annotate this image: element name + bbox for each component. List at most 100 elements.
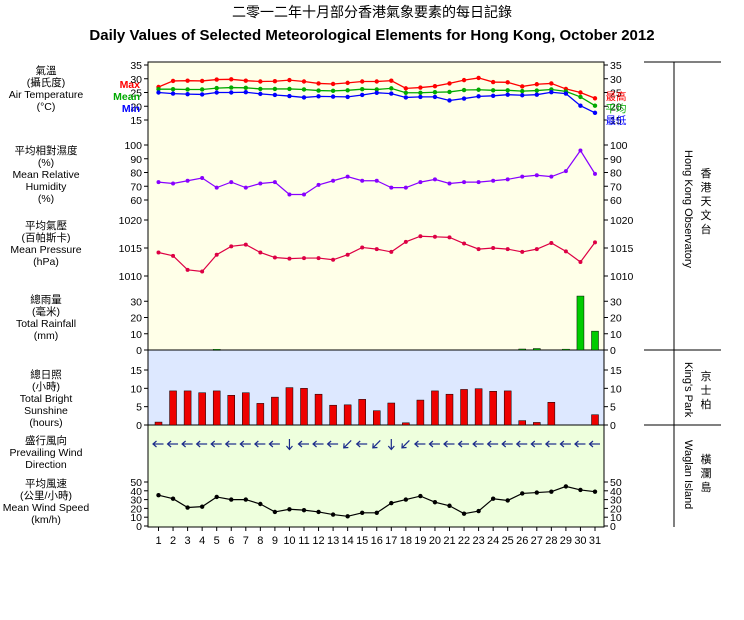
legend-zh-max: 最高 [606,90,627,103]
bar-rainfall [533,348,541,351]
data-point-wind_speed [520,491,525,496]
data-point-max [316,81,321,86]
data-point-max [389,78,394,83]
data-point-min [272,92,278,98]
y-tick-label-left: 5 [136,402,142,414]
data-point-humidity [534,173,539,178]
x-tick-label: 19 [414,535,426,547]
wind-direction-arrow [285,439,293,451]
y-tick-label-right: 1015 [610,243,634,255]
data-point-wind_speed [243,497,248,502]
wind-arrow-head [486,440,492,448]
data-point-min [461,96,467,101]
data-point-pressure [462,241,467,246]
wind-arrow-shaft [401,440,410,448]
wind-direction-arrow [181,440,193,448]
data-point-mean [432,90,438,95]
data-point-max [403,86,409,91]
wind-direction-arrow [401,440,410,449]
data-point-wind_speed [272,509,278,515]
wind-arrow-head [401,443,407,449]
data-point-min [330,94,336,99]
wind-arrow-head [372,443,378,449]
data-point-min [360,92,365,98]
axis-label-sunshine: Sunshine [24,405,68,417]
data-point-humidity [214,185,219,190]
wind-arrow-head [428,440,434,448]
data-point-wind_speed [476,508,481,514]
wind-arrow-head [210,440,216,448]
x-tick-label: 17 [385,535,397,547]
wind-direction-arrow [326,440,339,448]
data-point-wind_speed [170,496,176,501]
data-point-min [403,95,409,100]
y-tick-label-left: 0 [136,345,142,357]
data-point-humidity [563,169,568,174]
data-point-max [476,75,481,81]
y-tick-label-left: 35 [130,60,142,72]
y-tick-label-right: 80 [610,168,622,180]
data-point-wind_speed [214,494,219,500]
station-label-waglan: Waglan Island [682,440,694,509]
data-point-min [418,94,423,100]
data-point-mean [461,87,467,93]
y-tick-label-left: 1020 [119,215,143,227]
axis-label-temperature: (°C) [37,101,56,113]
axis-label-wind-speed: (km/h) [31,514,61,526]
bar-sunshine [198,392,206,426]
data-point-mean [170,87,176,92]
x-tick-label: 3 [185,535,191,547]
y-tick-label-right: 30 [610,296,622,308]
data-point-max [447,81,452,86]
axis-label-pressure: (hPa) [33,256,59,268]
wind-arrow-head [574,440,579,448]
data-point-min [490,93,496,99]
observatory-panel-background [148,62,604,350]
wind-arrow-head [343,443,349,449]
y-tick-label-right: 5 [610,402,616,414]
data-point-pressure [476,247,481,252]
data-point-pressure [563,249,568,254]
x-tick-label: 15 [356,535,368,547]
bar-sunshine [256,403,265,426]
data-point-humidity [403,185,408,190]
data-point-mean [243,85,248,91]
y-tick-label-left: 0 [136,420,142,432]
wind-direction-arrow [268,440,280,448]
data-point-wind_speed [549,489,554,494]
waglan-panel-background [148,425,604,527]
y-tick-label-right: 20 [610,313,622,325]
wind-arrow-head [588,440,594,448]
data-point-pressure [302,256,306,261]
y-tick-label-left: 100 [124,140,142,152]
wind-arrow-head [326,440,332,448]
data-point-mean [272,86,278,92]
data-point-pressure [287,256,292,261]
y-tick-label-right: 60 [610,195,622,207]
data-point-humidity [302,192,306,197]
wind-arrow-head [443,440,448,448]
data-point-max [287,77,292,83]
plot-frame [147,61,605,528]
wind-direction-arrow [486,440,499,448]
data-point-mean [258,86,263,92]
y-tick-label-right: 10 [610,383,622,395]
bar-sunshine [445,393,454,426]
data-point-wind_speed [505,498,510,503]
wind-direction-arrow [559,440,571,448]
y-tick-label-right: 30 [610,495,622,507]
wind-arrow-head [387,445,395,451]
axis-label-rainfall: Total Rainfall [16,318,76,330]
y-tick-label-right: 10 [610,329,622,341]
wind-arrow-head [515,440,521,448]
data-point-mean [592,103,598,108]
data-point-mean [578,94,583,100]
data-point-pressure [156,250,161,255]
data-point-max [534,82,539,87]
bar-rainfall [212,349,221,351]
data-point-mean [505,88,510,93]
x-tick-label: 1 [155,535,161,547]
y-tick-label-left: 30 [130,74,142,86]
y-tick-label-right: 10 [610,512,622,524]
